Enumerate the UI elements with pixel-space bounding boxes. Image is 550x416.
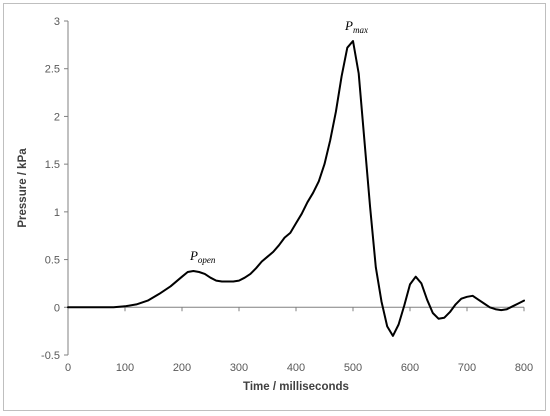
- x-tick-label: 700: [458, 362, 476, 374]
- x-tick-label: 600: [401, 362, 419, 374]
- x-tick-label: 200: [173, 362, 191, 374]
- pressure-series-line: [67, 40, 525, 337]
- x-tick-label: 500: [344, 362, 362, 374]
- y-tick-label: 2.5: [45, 64, 60, 76]
- pressure-time-chart: -0.5 0 0.5 1 1.5 2 2.5 3 0 100 200 300 400 500 600 700 8…: [17, 16, 533, 393]
- y-tick-label: 2: [54, 111, 60, 123]
- y-tick-label: 0: [54, 302, 60, 314]
- y-tick-label: 1: [54, 207, 60, 219]
- y-tick-label: 1.5: [45, 159, 60, 171]
- annotation-open: Popen: [189, 248, 216, 265]
- y-tick-label: 0.5: [45, 255, 60, 267]
- x-tick-label: 300: [230, 362, 248, 374]
- y-axis-title: Pressure / kPa: [17, 148, 29, 228]
- y-tick-label: 3: [54, 16, 60, 28]
- x-tick-label: 100: [116, 362, 134, 374]
- chart-frame: -0.5 0 0.5 1 1.5 2 2.5 3 0 100 200 300 400 500 600 700 8…: [3, 3, 546, 411]
- x-tick-label: 400: [287, 362, 305, 374]
- x-axis-title: Time / milliseconds: [243, 381, 349, 393]
- x-tick-label: 0: [65, 362, 71, 374]
- annotation-max: Pmax: [344, 18, 368, 35]
- x-tick-label: 800: [515, 362, 533, 374]
- y-tick-label: -0.5: [41, 350, 60, 362]
